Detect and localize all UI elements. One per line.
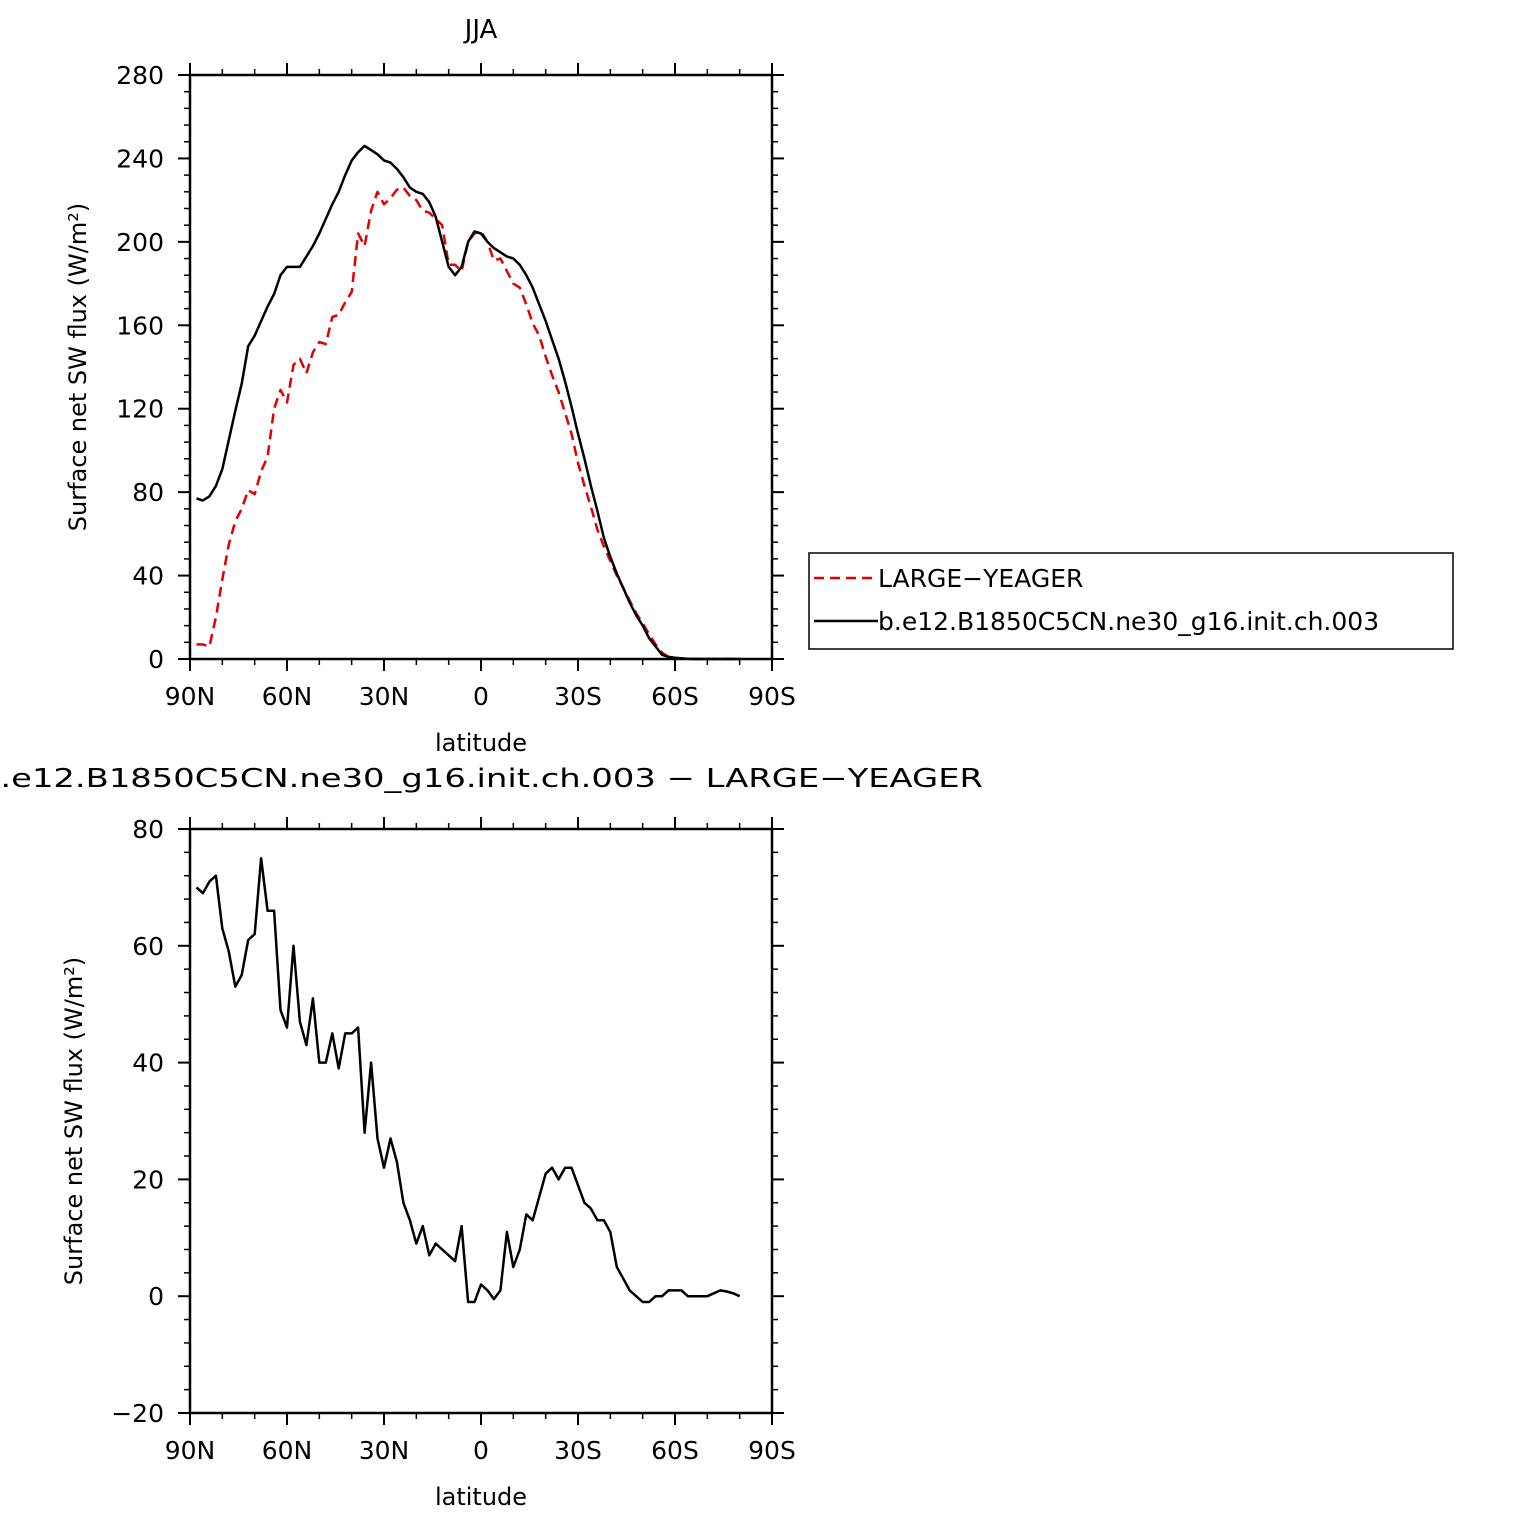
bottom-chart-ylabel: Surface net SW flux (W/m²) <box>60 957 88 1285</box>
y-tick-label: 240 <box>116 144 164 173</box>
y-tick-label: 120 <box>116 395 164 424</box>
x-tick-label: 60S <box>651 1436 699 1465</box>
y-tick-label: −20 <box>111 1399 164 1428</box>
top-chart-frame <box>188 73 774 661</box>
x-tick-label: 60S <box>651 682 699 711</box>
y-tick-label: 200 <box>116 228 164 257</box>
series-line-1 <box>196 144 740 661</box>
legend: LARGE−YEAGER b.e12.B1850C5CN.ne30_g16.in… <box>808 552 1454 650</box>
legend-label-large-yeager: LARGE−YEAGER <box>878 564 1083 593</box>
bottom-chart-frame <box>188 827 774 1415</box>
x-tick-label: 60N <box>262 1436 313 1465</box>
x-tick-label: 90S <box>748 682 796 711</box>
x-tick-label: 30N <box>359 682 410 711</box>
x-tick-label: 30N <box>359 1436 410 1465</box>
y-tick-label: 0 <box>148 1282 164 1311</box>
bottom-chart-series <box>195 856 741 1304</box>
top-chart: JJA 90N 60N 30N 0 30S 60S 90S 0 40 80 120 160 200 240… <box>64 15 796 757</box>
y-tick-label: 20 <box>132 1165 164 1194</box>
top-chart-ticks: 90N 60N 30N 0 30S 60S 90S 0 40 80 120 160 200 240 280 <box>116 61 796 711</box>
top-chart-xlabel: latitude <box>435 729 527 757</box>
y-tick-label: 80 <box>132 478 164 507</box>
bottom-chart-ticks: 90N 60N 30N 0 30S 60S 90S −20 0 20 40 60 80 <box>111 815 796 1465</box>
x-tick-label: 90N <box>165 1436 216 1465</box>
y-tick-label: 280 <box>116 61 164 90</box>
bottom-chart: b.e12.B1850C5CN.ne30_g16.init.ch.003 − L… <box>0 764 983 1511</box>
x-tick-label: 0 <box>473 682 489 711</box>
y-tick-label: 40 <box>132 1049 164 1078</box>
top-chart-title: JJA <box>463 15 498 45</box>
y-tick-label: 0 <box>148 645 164 674</box>
legend-label-model: b.e12.B1850C5CN.ne30_g16.init.ch.003 <box>878 607 1379 636</box>
x-tick-label: 60N <box>262 682 313 711</box>
bottom-chart-xlabel: latitude <box>435 1483 527 1511</box>
x-tick-label: 0 <box>473 1436 489 1465</box>
y-tick-label: 60 <box>132 932 164 961</box>
top-chart-ylabel: Surface net SW flux (W/m²) <box>64 203 92 531</box>
y-tick-label: 40 <box>132 562 164 591</box>
y-tick-label: 160 <box>116 311 164 340</box>
top-chart-series <box>196 144 740 661</box>
y-tick-label: 80 <box>132 815 164 844</box>
legend-box <box>808 552 1454 650</box>
bottom-chart-title: b.e12.B1850C5CN.ne30_g16.init.ch.003 − L… <box>0 764 983 794</box>
series-line-0 <box>196 186 740 661</box>
x-tick-label: 30S <box>554 682 602 711</box>
series-line-0 <box>195 856 741 1304</box>
x-tick-label: 90N <box>165 682 216 711</box>
x-tick-label: 30S <box>554 1436 602 1465</box>
x-tick-label: 90S <box>748 1436 796 1465</box>
